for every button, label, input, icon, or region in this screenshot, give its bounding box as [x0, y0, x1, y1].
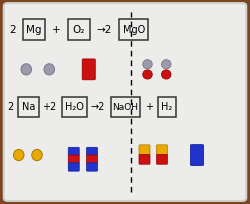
FancyBboxPatch shape [86, 155, 98, 163]
Text: H₂O: H₂O [65, 102, 84, 112]
Text: MgO: MgO [122, 24, 145, 35]
Text: H₂: H₂ [162, 102, 172, 112]
Bar [18, 98, 40, 117]
FancyBboxPatch shape [139, 145, 150, 155]
Bar [22, 19, 45, 40]
Bar [62, 98, 87, 117]
Text: →2: →2 [91, 102, 105, 112]
FancyBboxPatch shape [139, 154, 150, 164]
FancyBboxPatch shape [68, 163, 79, 171]
FancyBboxPatch shape [4, 3, 246, 201]
Ellipse shape [143, 60, 152, 69]
FancyBboxPatch shape [68, 155, 79, 163]
Ellipse shape [143, 70, 152, 79]
Bar [120, 19, 148, 40]
Text: NaOH: NaOH [112, 103, 138, 112]
Text: 2: 2 [9, 24, 16, 35]
Ellipse shape [32, 149, 42, 161]
Ellipse shape [162, 60, 171, 69]
Text: Na: Na [22, 102, 36, 112]
Text: +2: +2 [42, 102, 56, 112]
Text: →2: →2 [96, 24, 112, 35]
Ellipse shape [44, 64, 54, 75]
Ellipse shape [14, 149, 24, 161]
Text: 2: 2 [8, 102, 14, 112]
Text: O₂: O₂ [72, 24, 85, 35]
Bar [158, 98, 176, 117]
FancyBboxPatch shape [156, 154, 168, 164]
FancyBboxPatch shape [86, 163, 98, 171]
FancyBboxPatch shape [190, 145, 203, 165]
Text: +: + [52, 24, 60, 35]
Ellipse shape [21, 64, 32, 75]
FancyBboxPatch shape [68, 147, 79, 156]
Text: +: + [146, 102, 154, 112]
Ellipse shape [162, 70, 171, 79]
FancyBboxPatch shape [86, 147, 98, 156]
Bar [68, 19, 90, 40]
Text: Mg: Mg [26, 24, 42, 35]
Bar [111, 98, 140, 117]
FancyBboxPatch shape [156, 145, 168, 155]
FancyBboxPatch shape [82, 59, 95, 80]
